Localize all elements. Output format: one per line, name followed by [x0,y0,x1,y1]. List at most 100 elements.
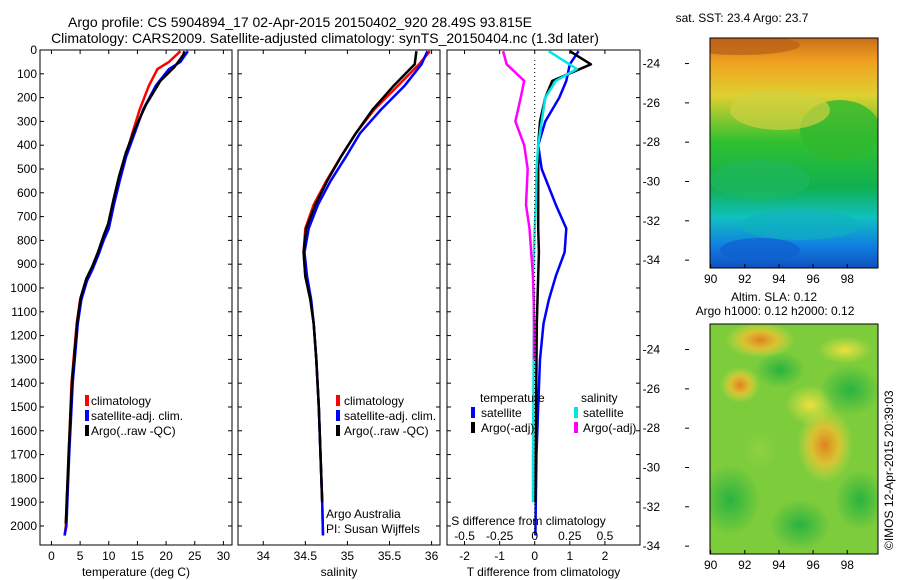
x-tick-label: 20 [159,549,173,563]
y-tick-label: 300 [17,114,37,128]
x-tick-label: 35.5 [378,549,402,563]
map-x-tick-label: 96 [806,272,820,286]
map-x-tick-label: 98 [841,272,855,286]
map-y-tick-label: -28 [643,135,661,149]
legend-swatch [336,395,340,406]
y-tick-label: 1700 [10,448,37,462]
sla-map-image [710,324,878,554]
x-tick-label: 10 [102,549,116,563]
map-y-tick-label: -32 [643,500,661,514]
legend-label: Argo(..raw -QC) [91,424,176,438]
map-y-tick-label: -30 [643,175,661,189]
legend-swatch [574,407,578,418]
map-x-tick-label: 94 [772,272,786,286]
x-tick-label: 0 [531,549,538,563]
legend-label: climatology [91,394,151,408]
legend-label: satellite-adj. clim. [91,409,183,423]
map-x-tick-label: 90 [704,558,718,572]
pi-credit: PI: Susan Wijffels [326,522,420,536]
map-y-tick-label: -34 [643,253,661,267]
y-tick-label: 600 [17,186,37,200]
y-tick-label: 1400 [10,376,37,390]
x-tick-label: 0 [48,549,55,563]
x-tick-label: 1 [566,549,573,563]
legend-swatch [85,410,89,421]
y-tick-label: 1300 [10,352,37,366]
legend-swatch [336,410,340,421]
map-x-tick-label: 90 [704,272,718,286]
map-y-tick-label: -24 [643,343,661,357]
map-y-tick-label: -26 [643,96,661,110]
y-tick-label: 1200 [10,329,37,343]
y-tick-label: 1000 [10,281,37,295]
x-tick-label: 15 [131,549,145,563]
series-salinity-argo-adj- [501,50,536,360]
y-tick-label: 500 [17,162,37,176]
legend-swatch [85,425,89,436]
x-axis-label: T difference from climatology [467,565,621,579]
plot-frame [39,49,233,546]
chart-title-line2: Climatology: CARS2009. Satellite-adjuste… [51,30,599,46]
top-tick-label: -0.5 [454,529,475,543]
x-tick-label: -2 [459,549,470,563]
y-tick-label: 0 [30,43,37,57]
map-x-tick-label: 92 [738,558,752,572]
legend-label: climatology [344,394,404,408]
x-tick-label: 30 [217,549,231,563]
sst-map-panel: sat. SST: 23.4 Argo: 23.7 90 92 94 96 98 -24 -… [643,11,879,286]
map-y-tick-label: -30 [643,461,661,475]
legend-title-salinity: salinity [581,391,618,405]
top-tick-label: 0.5 [597,529,614,543]
y-tick-label: 700 [17,210,37,224]
map-x-tick-label: 98 [841,558,855,572]
y-tick-label: 800 [17,233,37,247]
legend-label: Argo(-adj) [481,421,534,435]
map-x-tick-label: 92 [738,272,752,286]
top-tick-label: -0.25 [486,529,514,543]
x-tick-label: 34 [257,549,271,563]
plot-frame [237,49,441,546]
x-tick-label: 35 [341,549,355,563]
legend-swatch [471,422,475,433]
top-axis-label: S difference from climatology [451,514,606,528]
map-y-tick-label: -24 [643,57,661,71]
x-tick-label: 2 [602,549,609,563]
series-argo-raw-qc- [64,50,186,524]
y-tick-label: 2000 [10,519,37,533]
chart-title-line1: Argo profile: CS 5904894_17 02-Apr-2015 … [68,14,532,30]
legend-swatch [85,395,89,406]
y-tick-label: 1600 [10,424,37,438]
difference-panel: -2 -1 0 1 2 T difference from climatology temp… [446,49,641,579]
x-tick-label: 36 [425,549,439,563]
legend-title-temperature: temperature [480,391,545,405]
y-tick-label: 1100 [11,305,37,319]
y-tick-label: 900 [17,257,37,271]
legend-swatch [336,425,340,436]
sla-map-title: Altim. SLA: 0.12 [731,290,817,304]
legend-label: Argo(-adj) [583,421,636,435]
series-satellite-adj-clim- [303,50,429,536]
x-axis-label: temperature (deg C) [82,565,190,579]
y-tick-label: 1900 [10,495,37,509]
salinity-panel: 34 34.5 35 35.5 36 salinity climatologysatelli… [237,49,441,579]
top-tick-label: 0 [531,529,538,543]
y-tick-label: 400 [17,138,37,152]
legend-label: satellite-adj. clim. [344,409,436,423]
map-y-tick-label: -34 [643,539,661,553]
y-tick-label: 100 [17,67,37,81]
map-y-tick-label: -32 [643,214,661,228]
x-axis-label: salinity [321,565,358,579]
x-tick-label: 25 [188,549,202,563]
legend-swatch [574,422,578,433]
sst-map-image [710,38,878,268]
legend-label: satellite [481,406,522,420]
sla-map-subtitle: Argo h1000: 0.12 h2000: 0.12 [696,304,855,318]
plot-frame [446,49,641,546]
sst-map-title: sat. SST: 23.4 Argo: 23.7 [676,11,809,25]
y-tick-label: 200 [17,91,37,105]
imos-stamp: ©IMOS 12-Apr-2015 20:39:03 [882,390,896,550]
x-tick-label: 5 [77,549,84,563]
map-x-tick-label: 96 [806,558,820,572]
agency-credit: Argo Australia [326,507,401,521]
